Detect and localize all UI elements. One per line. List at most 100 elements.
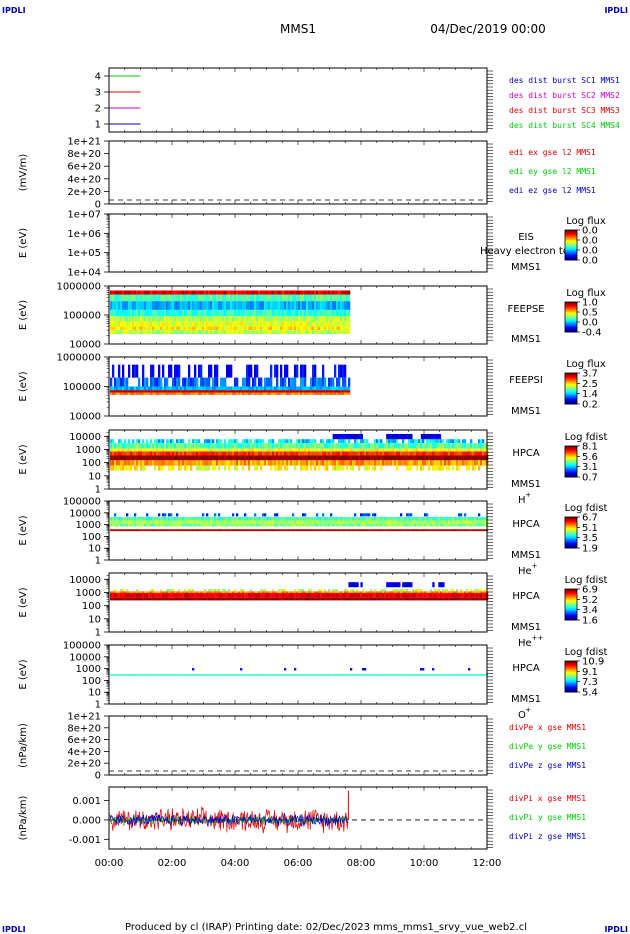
- heatmap-cell: [212, 455, 215, 461]
- heatmap-cell: [380, 597, 383, 601]
- heatmap-cell: [336, 392, 339, 395]
- heatmap-cell: [174, 377, 177, 387]
- heatmap-cell: [276, 377, 279, 387]
- heatmap-cell: [278, 597, 281, 601]
- heatmap-cell: [426, 439, 429, 444]
- heatmap-cell: [212, 520, 215, 524]
- heatmap-cell: [208, 465, 211, 471]
- heatmap-cell: [194, 516, 197, 521]
- heatmap-cell: [132, 316, 135, 322]
- heatmap-cell: [272, 591, 275, 594]
- heatmap-cell: [184, 326, 187, 331]
- heatmap-cell: [180, 460, 183, 466]
- heatmap-cell: [302, 513, 305, 517]
- heatmap-cell: [184, 377, 187, 387]
- heatmap-cell: [140, 597, 143, 601]
- heatmap-cell: [262, 448, 265, 452]
- colorbar-segment: [565, 541, 577, 544]
- heatmap-cell: [302, 439, 305, 444]
- heatmap-cell: [300, 294, 303, 302]
- heatmap-cell: [174, 593, 177, 598]
- heatmap-cell: [442, 593, 445, 598]
- heatmap-cell: [330, 316, 333, 322]
- heatmap-cell: [390, 523, 393, 527]
- heatmap-cell: [246, 301, 249, 310]
- heatmap-cell: [364, 593, 367, 598]
- heatmap-cell: [268, 316, 271, 322]
- heatmap-cell: [294, 460, 297, 466]
- heatmap-cell: [474, 523, 477, 527]
- heatmap-cell: [244, 326, 247, 331]
- heatmap-cell: [236, 465, 239, 471]
- heatmap-cell: [224, 439, 227, 444]
- heatmap-cell: [210, 386, 213, 391]
- y-tick-label: 1e+04: [67, 268, 101, 279]
- heatmap-cell: [252, 529, 255, 532]
- heatmap-cell: [352, 591, 355, 594]
- heatmap-cell: [126, 321, 129, 327]
- heatmap-cell: [154, 448, 157, 452]
- heatmap-cell: [396, 589, 399, 592]
- heatmap-cell: [164, 591, 167, 594]
- heatmap-cell: [122, 294, 125, 302]
- heatmap-cell: [364, 455, 367, 461]
- heatmap-cell: [460, 520, 463, 524]
- heatmap-cell: [160, 386, 163, 391]
- heatmap-cell: [154, 443, 157, 449]
- heatmap-cell: [294, 390, 297, 393]
- heatmap-cell: [110, 597, 113, 601]
- heatmap-cell: [374, 597, 377, 601]
- heatmap-cell: [142, 439, 145, 444]
- colorbar-segment: [565, 519, 577, 522]
- heatmap-cell: [144, 523, 147, 527]
- heatmap-cell: [354, 597, 357, 601]
- heatmap-cell: [260, 377, 263, 387]
- heatmap-cell: [316, 455, 319, 461]
- heatmap-cell: [110, 439, 113, 444]
- heatmap-cell: [220, 392, 223, 395]
- heatmap-cell: [182, 448, 185, 452]
- heatmap-cell: [168, 523, 171, 527]
- heatmap-cell: [130, 294, 133, 302]
- heatmap-cell: [296, 460, 299, 466]
- heatmap-cell: [212, 516, 215, 521]
- heatmap-cell: [164, 455, 167, 461]
- heatmap-cell: [148, 460, 151, 466]
- heatmap-cell: [390, 529, 393, 532]
- heatmap-cell: [466, 448, 469, 452]
- heatmap-cell: [468, 448, 471, 452]
- heatmap-cell: [362, 520, 365, 524]
- heatmap-cell: [126, 465, 129, 471]
- heatmap-cell: [164, 316, 167, 322]
- heatmap-cell: [228, 316, 231, 322]
- heatmap-cell: [316, 529, 319, 532]
- heatmap-cell: [416, 591, 419, 594]
- heatmap-cell: [474, 520, 477, 524]
- heatmap-cell: [344, 321, 347, 327]
- heatmap-cell: [174, 301, 177, 310]
- heatmap-cell: [304, 513, 307, 517]
- heatmap-cell: [218, 321, 221, 327]
- heatmap-cell: [146, 439, 149, 444]
- heatmap-cell: [240, 386, 243, 391]
- heatmap-cell: [220, 301, 223, 310]
- heatmap-cell: [348, 301, 351, 310]
- heatmap-cell: [380, 593, 383, 598]
- heatmap-cell: [440, 455, 443, 461]
- heatmap-cell: [122, 516, 125, 521]
- heatmap-cell: [206, 529, 209, 532]
- heatmap-cell: [246, 520, 249, 524]
- heatmap-cell: [240, 290, 243, 295]
- heatmap-cell: [382, 589, 385, 592]
- heatmap-cell: [330, 439, 333, 444]
- heatmap-cell: [444, 589, 447, 592]
- heatmap-cell: [246, 523, 249, 527]
- heatmap-cell: [310, 301, 313, 310]
- heatmap-cell: [482, 455, 485, 461]
- heatmap-cell: [150, 597, 153, 601]
- heatmap-cell: [184, 455, 187, 461]
- heatmap-cell: [416, 448, 419, 452]
- heatmap-cell: [368, 523, 371, 527]
- heatmap-cell: [482, 460, 485, 466]
